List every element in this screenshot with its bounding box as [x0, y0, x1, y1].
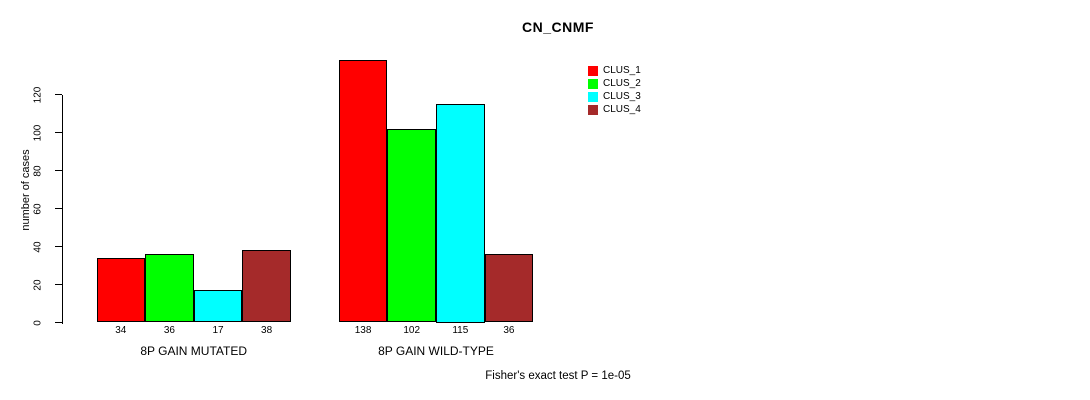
bar-value-label: 34	[115, 324, 127, 336]
legend-label: CLUS_4	[603, 104, 641, 115]
y-axis-tick	[55, 284, 62, 285]
y-axis-tick-label: 80	[32, 164, 44, 177]
y-axis-tick-label: 100	[32, 124, 44, 141]
legend-row-clus_4: CLUS_4	[588, 103, 641, 116]
legend-row-clus_1: CLUS_1	[588, 64, 641, 77]
legend-swatch-icon	[588, 104, 598, 115]
bar-clus_2-group1	[145, 254, 194, 323]
bar-clus_4-group1	[242, 250, 291, 323]
legend: CLUS_1 CLUS_2 CLUS_3 CLUS_4	[588, 64, 641, 116]
legend-row-clus_3: CLUS_3	[588, 90, 641, 103]
y-axis-tick	[55, 246, 62, 247]
y-axis-tick	[55, 94, 62, 95]
legend-label: CLUS_2	[603, 78, 641, 89]
bar-value-label: 38	[261, 324, 273, 336]
bar-value-label: 36	[503, 324, 515, 336]
bar-value-label: 102	[403, 324, 421, 336]
bar-value-label: 115	[452, 324, 469, 336]
legend-row-clus_2: CLUS_2	[588, 77, 641, 90]
y-axis-tick-label: 120	[32, 86, 44, 103]
legend-swatch-icon	[588, 91, 598, 102]
legend-label: CLUS_1	[603, 65, 641, 76]
bar-clus_4-group2	[484, 254, 534, 323]
bar-value-label: 17	[212, 324, 224, 336]
legend-swatch-icon	[588, 78, 598, 89]
legend-label: CLUS_3	[603, 91, 641, 102]
y-axis-tick	[55, 170, 62, 171]
x-group-label: 8P GAIN WILD-TYPE	[378, 343, 494, 358]
y-axis-tick	[55, 132, 62, 133]
fisher-test-annotation: Fisher's exact test P = 1e-05	[485, 370, 631, 382]
y-axis-tick-label: 60	[32, 202, 44, 215]
bar-clus_2-group2	[387, 128, 436, 323]
y-axis-title: number of cases	[20, 149, 32, 231]
y-axis-tick	[55, 322, 62, 323]
bar-clus_1-group2	[338, 60, 388, 323]
bar-clus_3-group2	[436, 104, 485, 323]
y-axis-tick-label: 40	[32, 240, 44, 253]
y-axis-tick-label: 0	[32, 319, 44, 326]
x-group-label: 8P GAIN MUTATED	[140, 343, 248, 358]
legend-swatch-icon	[588, 65, 598, 76]
chart-title: CN_CNMF	[522, 19, 594, 35]
y-axis-line	[62, 94, 63, 324]
bar-clus_3-group1	[193, 290, 243, 323]
bar-value-label: 138	[354, 324, 372, 336]
y-axis-tick	[55, 208, 62, 209]
bar-clus_1-group1	[96, 257, 146, 323]
y-axis-tick-label: 20	[32, 278, 44, 291]
bar-value-label: 36	[163, 324, 175, 336]
